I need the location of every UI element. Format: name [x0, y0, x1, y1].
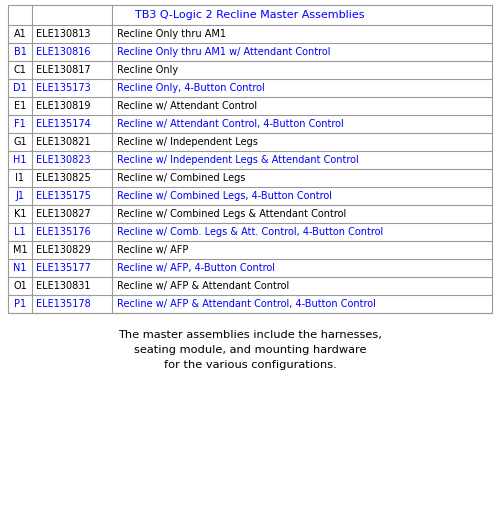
- Text: Recline Only: Recline Only: [117, 65, 178, 75]
- Text: ELE130825: ELE130825: [36, 173, 91, 183]
- Text: Recline w/ AFP & Attendant Control: Recline w/ AFP & Attendant Control: [117, 281, 289, 291]
- Text: Recline w/ Combined Legs: Recline w/ Combined Legs: [117, 173, 246, 183]
- Text: ELE135176: ELE135176: [36, 227, 91, 237]
- Text: P1: P1: [14, 299, 26, 309]
- Text: F1: F1: [14, 119, 26, 129]
- Text: Recline w/ Attendant Control: Recline w/ Attendant Control: [117, 101, 257, 111]
- Text: J1: J1: [16, 191, 24, 201]
- Text: L1: L1: [14, 227, 26, 237]
- Text: ELE135173: ELE135173: [36, 83, 91, 93]
- Text: ELE135177: ELE135177: [36, 263, 91, 273]
- Text: Recline w/ Independent Legs: Recline w/ Independent Legs: [117, 137, 258, 147]
- Text: ELE130827: ELE130827: [36, 209, 91, 219]
- Bar: [8, 5, 492, 313]
- Text: ELE130823: ELE130823: [36, 155, 90, 165]
- Text: ELE135174: ELE135174: [36, 119, 91, 129]
- Text: ELE135178: ELE135178: [36, 299, 91, 309]
- Text: B1: B1: [14, 47, 26, 57]
- Text: ELE135175: ELE135175: [36, 191, 91, 201]
- Text: Recline w/ AFP, 4-Button Control: Recline w/ AFP, 4-Button Control: [117, 263, 275, 273]
- Text: Recline w/ AFP & Attendant Control, 4-Button Control: Recline w/ AFP & Attendant Control, 4-Bu…: [117, 299, 376, 309]
- Text: G1: G1: [13, 137, 27, 147]
- Text: ELE130819: ELE130819: [36, 101, 90, 111]
- Text: I1: I1: [16, 173, 24, 183]
- Text: H1: H1: [13, 155, 27, 165]
- Text: Recline Only thru AM1: Recline Only thru AM1: [117, 29, 226, 39]
- Text: N1: N1: [13, 263, 27, 273]
- Text: Recline w/ Combined Legs & Attendant Control: Recline w/ Combined Legs & Attendant Con…: [117, 209, 346, 219]
- Text: ELE130829: ELE130829: [36, 245, 90, 255]
- Text: Recline w/ Comb. Legs & Att. Control, 4-Button Control: Recline w/ Comb. Legs & Att. Control, 4-…: [117, 227, 384, 237]
- Text: M1: M1: [12, 245, 28, 255]
- Text: ELE130821: ELE130821: [36, 137, 90, 147]
- Text: Recline w/ Independent Legs & Attendant Control: Recline w/ Independent Legs & Attendant …: [117, 155, 359, 165]
- Text: ELE130816: ELE130816: [36, 47, 90, 57]
- Text: The master assemblies include the harnesses,
seating module, and mounting hardwa: The master assemblies include the harnes…: [118, 330, 382, 370]
- Text: Recline Only, 4-Button Control: Recline Only, 4-Button Control: [117, 83, 265, 93]
- Text: C1: C1: [14, 65, 26, 75]
- Text: ELE130831: ELE130831: [36, 281, 90, 291]
- Text: Recline w/ Combined Legs, 4-Button Control: Recline w/ Combined Legs, 4-Button Contr…: [117, 191, 332, 201]
- Text: D1: D1: [13, 83, 27, 93]
- Text: E1: E1: [14, 101, 26, 111]
- Text: A1: A1: [14, 29, 26, 39]
- Text: Recline Only thru AM1 w/ Attendant Control: Recline Only thru AM1 w/ Attendant Contr…: [117, 47, 330, 57]
- Text: ELE130817: ELE130817: [36, 65, 90, 75]
- Text: O1: O1: [13, 281, 27, 291]
- Text: TB3 Q-Logic 2 Recline Master Assemblies: TB3 Q-Logic 2 Recline Master Assemblies: [135, 10, 365, 20]
- Text: Recline w/ AFP: Recline w/ AFP: [117, 245, 188, 255]
- Text: ELE130813: ELE130813: [36, 29, 90, 39]
- Text: K1: K1: [14, 209, 26, 219]
- Text: Recline w/ Attendant Control, 4-Button Control: Recline w/ Attendant Control, 4-Button C…: [117, 119, 344, 129]
